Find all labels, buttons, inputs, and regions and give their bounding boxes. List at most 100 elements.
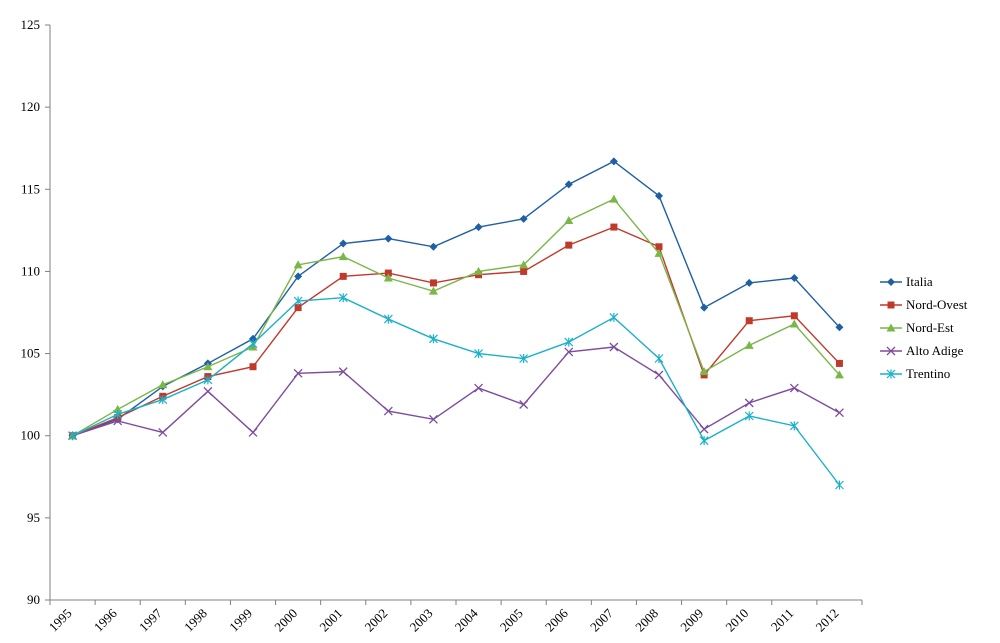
data-point-italia bbox=[474, 223, 483, 232]
legend-marker bbox=[886, 323, 896, 332]
data-point-nord-ovest bbox=[835, 359, 843, 367]
data-point-alto-adige bbox=[564, 347, 574, 357]
legend-label: Trentino bbox=[906, 366, 950, 381]
y-tick-label: 100 bbox=[21, 428, 41, 443]
data-point-alto-adige bbox=[834, 408, 844, 418]
y-tick-label: 115 bbox=[21, 181, 40, 196]
series-layer bbox=[68, 157, 844, 490]
data-point-italia bbox=[294, 272, 303, 281]
data-point-nord-est bbox=[158, 380, 168, 389]
data-point-italia bbox=[745, 278, 754, 287]
data-point-nord-ovest bbox=[294, 304, 302, 312]
data-point-alto-adige bbox=[428, 414, 438, 424]
data-point-italia bbox=[384, 234, 393, 243]
data-point-nord-ovest bbox=[520, 267, 528, 275]
x-tick-label: 1995 bbox=[46, 606, 75, 635]
x-tick-label: 1999 bbox=[226, 606, 255, 635]
data-point-trentino bbox=[158, 395, 168, 405]
data-point-alto-adige bbox=[383, 406, 393, 416]
data-point-alto-adige bbox=[699, 424, 709, 434]
data-point-nord-ovest bbox=[384, 269, 392, 277]
x-tick-label: 2008 bbox=[632, 606, 661, 635]
legend-marker bbox=[887, 301, 895, 309]
y-tick-label: 90 bbox=[27, 592, 40, 607]
data-point-trentino bbox=[699, 436, 709, 446]
data-point-trentino bbox=[744, 411, 754, 421]
data-point-alto-adige bbox=[789, 383, 799, 393]
x-tick-label: 2002 bbox=[361, 606, 390, 635]
data-point-nord-est bbox=[789, 319, 799, 328]
data-point-nord-est bbox=[203, 362, 213, 371]
data-point-nord-est bbox=[564, 216, 574, 224]
series-italia bbox=[68, 157, 844, 440]
legend-marker bbox=[887, 278, 895, 286]
data-point-nord-ovest bbox=[249, 363, 257, 371]
data-point-trentino bbox=[789, 421, 799, 431]
data-point-alto-adige bbox=[519, 400, 529, 409]
y-tick-label: 105 bbox=[21, 346, 41, 361]
data-point-nord-est bbox=[474, 266, 484, 275]
y-tick-label: 125 bbox=[21, 17, 41, 32]
data-point-nord-ovest bbox=[565, 241, 573, 249]
data-point-alto-adige bbox=[474, 383, 484, 393]
series-nord-est bbox=[68, 194, 844, 440]
data-point-italia bbox=[835, 323, 844, 332]
x-tick-label: 1998 bbox=[181, 606, 210, 635]
data-point-nord-est bbox=[699, 367, 709, 376]
y-tick-label: 120 bbox=[21, 99, 41, 114]
series-line-italia bbox=[72, 160, 840, 437]
data-point-nord-est bbox=[834, 370, 844, 379]
data-point-nord-est bbox=[428, 286, 438, 295]
legend-marker bbox=[886, 346, 896, 356]
series-line-nord-ovest bbox=[72, 226, 840, 437]
data-point-nord-ovest bbox=[745, 317, 753, 325]
legend-item-nord-ovest: Nord-Ovest bbox=[880, 297, 968, 312]
data-point-italia bbox=[339, 239, 348, 248]
x-tick-label: 2005 bbox=[497, 606, 526, 635]
data-point-italia bbox=[249, 334, 257, 343]
x-axis-ticks: 1995 1996 1997 1998 1999 2000 2001 2002 2003 2004… bbox=[46, 600, 863, 635]
data-point-nord-est bbox=[293, 260, 303, 269]
legend-item-nord-est: Nord-Est bbox=[880, 320, 954, 335]
x-tick-label: 2007 bbox=[587, 605, 616, 634]
data-point-alto-adige bbox=[158, 427, 168, 437]
data-point-trentino bbox=[383, 314, 393, 324]
data-point-trentino bbox=[429, 334, 438, 344]
data-point-nord-est bbox=[744, 340, 754, 349]
legend-marker bbox=[886, 369, 896, 379]
series-nord-ovest bbox=[69, 223, 843, 440]
legend-label: Nord-Est bbox=[906, 320, 954, 335]
data-point-trentino bbox=[654, 354, 664, 363]
data-point-alto-adige bbox=[248, 427, 258, 437]
data-point-italia bbox=[700, 303, 709, 312]
y-tick-label: 110 bbox=[21, 263, 40, 278]
data-point-alto-adige bbox=[293, 368, 303, 378]
y-axis-ticks: 90 95 100 105 110 115 120 125 bbox=[21, 17, 50, 607]
data-point-italia bbox=[655, 191, 663, 200]
data-point-nord-est bbox=[519, 260, 529, 269]
data-point-nord-ovest bbox=[339, 272, 347, 280]
series-line-nord-est bbox=[72, 198, 840, 437]
data-point-italia bbox=[429, 242, 438, 251]
series-line-trentino bbox=[72, 297, 841, 486]
data-point-trentino bbox=[203, 375, 213, 385]
legend-item-alto-adige: Alto Adige bbox=[880, 343, 964, 358]
series-trentino bbox=[68, 293, 844, 490]
x-tick-label: 2010 bbox=[722, 606, 751, 635]
x-tick-label: 2011 bbox=[768, 606, 797, 635]
data-point-nord-est bbox=[338, 252, 348, 261]
data-point-nord-est bbox=[383, 273, 393, 282]
data-point-trentino bbox=[293, 296, 303, 306]
data-point-nord-ovest bbox=[610, 223, 618, 231]
x-tick-label: 2004 bbox=[452, 605, 481, 634]
x-tick-label: 1997 bbox=[136, 605, 165, 634]
data-point-trentino bbox=[68, 431, 77, 441]
data-point-alto-adige bbox=[203, 386, 213, 396]
series-line-alto-adige bbox=[72, 346, 840, 437]
x-tick-label: 2003 bbox=[407, 606, 436, 635]
data-point-alto-adige bbox=[744, 398, 754, 408]
data-point-italia bbox=[519, 214, 528, 223]
data-point-trentino bbox=[248, 339, 258, 349]
y-tick-label: 95 bbox=[27, 510, 40, 525]
